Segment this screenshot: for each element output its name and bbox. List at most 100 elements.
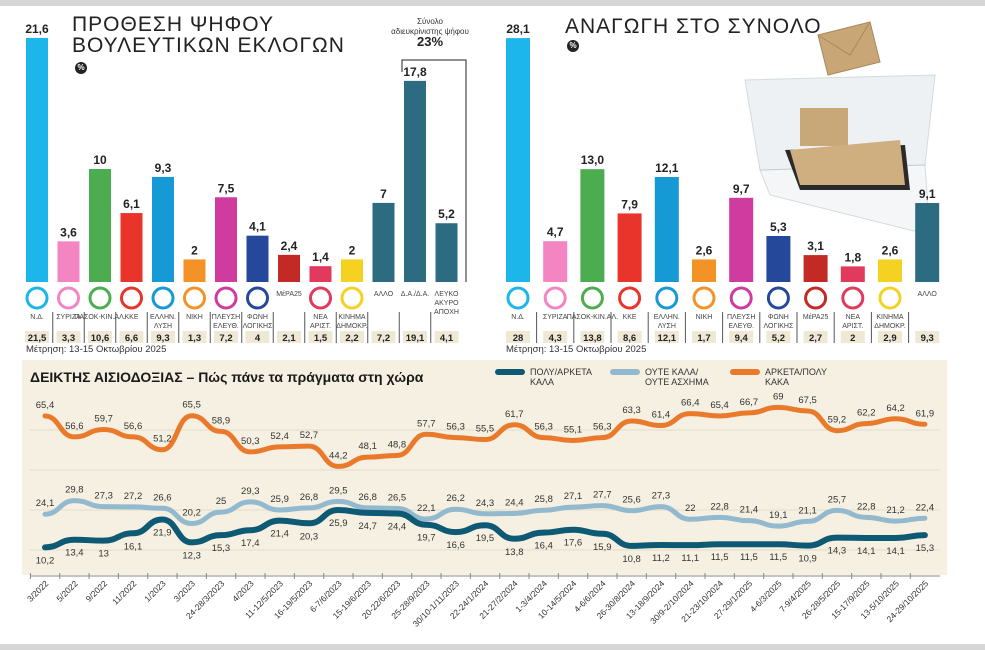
previous-value-label: 1,3 bbox=[188, 333, 201, 344]
data-label: 56,3 bbox=[593, 422, 612, 433]
party-name-label: ΕΛΕΥΘ. bbox=[213, 323, 239, 330]
legend-item-bad: ΑΡΚΕΤΑ/ΠΟΛΥ ΚΑΚΑ bbox=[730, 367, 827, 387]
party-name-label: ΑΡΙΣΤ. bbox=[842, 323, 863, 330]
legend-label: ΑΡΚΕΤΑ/ΠΟΛΥ ΚΑΚΑ bbox=[765, 367, 827, 387]
previous-value-pill bbox=[803, 331, 828, 343]
data-label: 25,9 bbox=[270, 494, 289, 505]
party-name-label: Δ.Α./Δ.Α. bbox=[401, 291, 429, 298]
legend-swatch bbox=[495, 369, 525, 375]
x-tick-label: 9/2022 bbox=[84, 578, 110, 604]
data-label: 27,2 bbox=[124, 491, 143, 502]
legend-item-good: ΠΟΛΥ/ΑΡΚΕΤΑ ΚΑΛΑ bbox=[495, 367, 592, 387]
undecided-value: 23% bbox=[416, 34, 444, 49]
bar-value-label: 2,4 bbox=[281, 239, 298, 253]
party-name-label: ΦΩΝΗ bbox=[247, 314, 268, 321]
data-label: 19,1 bbox=[769, 510, 788, 521]
data-label: 26,6 bbox=[153, 492, 172, 503]
data-label: 27,3 bbox=[652, 491, 671, 502]
previous-value-pill bbox=[506, 331, 530, 343]
previous-value-label: 2,9 bbox=[883, 333, 896, 344]
party-name-label: ΣΥΡΙΖΑ bbox=[543, 314, 568, 321]
data-label: 61,9 bbox=[916, 408, 935, 419]
data-label: 16,4 bbox=[534, 541, 553, 552]
bottom-border bbox=[0, 644, 985, 650]
data-label: 11,5 bbox=[769, 552, 787, 563]
bar-value-label: 13,0 bbox=[581, 153, 605, 167]
previous-value-pill bbox=[434, 331, 459, 343]
party-logo-icon bbox=[841, 286, 865, 310]
previous-value-label: 2,1 bbox=[282, 333, 296, 344]
bar bbox=[617, 213, 642, 282]
data-label: 44,2 bbox=[329, 450, 348, 461]
data-label: 25,6 bbox=[622, 495, 641, 506]
undecided-label: Σύνολο bbox=[417, 17, 443, 26]
data-label: 65,4 bbox=[710, 400, 729, 411]
bar bbox=[543, 241, 568, 282]
data-label: 48,1 bbox=[358, 441, 377, 452]
party-logo-icon bbox=[729, 286, 753, 310]
left-chart-title: ΠΡΟΘΕΣΗ ΨΗΦΟΥ ΒΟΥΛΕΥΤΙΚΩΝ ΕΚΛΟΓΩΝ bbox=[72, 14, 345, 56]
data-label: 52,4 bbox=[270, 431, 289, 442]
data-label: 55,1 bbox=[564, 424, 583, 435]
title-line-1: ΠΡΟΘΕΣΗ ΨΗΦΟΥ bbox=[72, 13, 274, 36]
bar-value-label: 9,7 bbox=[733, 182, 750, 196]
bar-value-label: 5,3 bbox=[770, 220, 787, 234]
data-label: 24,4 bbox=[388, 522, 407, 533]
party-logo-icon bbox=[878, 286, 902, 310]
bar-value-label: 7,9 bbox=[621, 197, 638, 211]
data-label: 11,2 bbox=[652, 553, 670, 564]
party-name-label: ΛΥΣΗ bbox=[658, 323, 676, 330]
party-logo-icon bbox=[151, 286, 175, 310]
previous-value-label: 19,1 bbox=[406, 333, 425, 344]
party-logo-icon bbox=[57, 286, 80, 310]
bar-value-label: 9,3 bbox=[155, 161, 172, 175]
x-tick-label: 1/2023 bbox=[142, 578, 168, 604]
previous-value-pill bbox=[88, 331, 112, 343]
party-logo-icon bbox=[506, 286, 530, 310]
bar bbox=[309, 266, 332, 282]
bar bbox=[878, 259, 902, 282]
data-label: 10,8 bbox=[622, 554, 641, 565]
party-name-label: ΑΛΛΟ bbox=[374, 291, 394, 298]
data-label: 66,7 bbox=[740, 397, 759, 408]
x-tick-label: 11/2022 bbox=[110, 578, 139, 607]
data-label: 69 bbox=[773, 391, 784, 402]
data-label: 25,7 bbox=[828, 494, 847, 505]
undecided-total: Σύνολο αδιευκρίνιστης ψήφου 23% bbox=[380, 17, 480, 49]
data-label: 10,9 bbox=[798, 554, 817, 565]
data-label: 21,9 bbox=[153, 527, 172, 538]
party-name-label: ΑΛΛΟ bbox=[918, 291, 938, 298]
party-name-label: ΣΥΡΙΖΑ bbox=[56, 314, 81, 321]
bar bbox=[435, 223, 458, 282]
data-label: 21,4 bbox=[740, 505, 759, 516]
x-tick-label: 3/2023 bbox=[172, 578, 198, 604]
bar bbox=[341, 259, 363, 282]
party-name-label: ΠΑΣΟΚ-ΚΙΝ.ΑΛ. bbox=[74, 314, 125, 321]
party-name-label: ΚΙΝΗΜΑ bbox=[338, 314, 366, 321]
data-label: 29,3 bbox=[241, 486, 260, 497]
data-label: 13,4 bbox=[65, 548, 84, 559]
previous-value-label: 8,6 bbox=[623, 333, 636, 344]
x-tick-label: 3/2022 bbox=[25, 578, 51, 604]
bar bbox=[246, 235, 269, 282]
data-label: 13 bbox=[98, 549, 109, 560]
party-name-label: ΑΚΥΡΟ bbox=[434, 300, 459, 307]
data-label: 48,8 bbox=[388, 439, 407, 450]
data-label: 22,4 bbox=[916, 502, 935, 513]
data-label: 14,1 bbox=[857, 546, 876, 557]
data-label: 61,4 bbox=[652, 409, 671, 420]
bar-value-label: 28,1 bbox=[506, 22, 530, 36]
data-label: 19,5 bbox=[476, 533, 495, 544]
previous-value-label: 10,6 bbox=[91, 333, 110, 344]
previous-value-label: 1,7 bbox=[697, 333, 710, 344]
party-name-label: ΔΗΜΟΚΡ. bbox=[874, 323, 905, 330]
bar bbox=[506, 38, 530, 283]
party-name-label: ΕΛΕΥΘ. bbox=[728, 323, 754, 330]
previous-value-label: 4 bbox=[255, 333, 261, 344]
data-label: 20,2 bbox=[182, 508, 201, 519]
data-label: 27,3 bbox=[94, 491, 113, 502]
data-label: 56,6 bbox=[65, 421, 84, 432]
data-label: 22,8 bbox=[857, 501, 876, 512]
data-label: 50,3 bbox=[241, 436, 260, 447]
previous-value-label: 9,3 bbox=[156, 333, 169, 344]
